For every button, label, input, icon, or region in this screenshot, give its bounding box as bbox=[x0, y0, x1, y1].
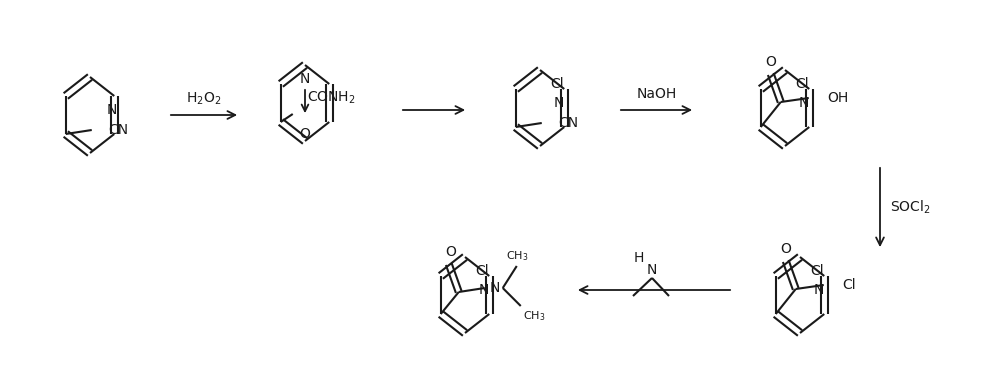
Text: CN: CN bbox=[108, 123, 128, 137]
Text: CH$_3$: CH$_3$ bbox=[523, 309, 545, 323]
Text: N: N bbox=[300, 72, 310, 86]
Text: O: O bbox=[445, 245, 456, 259]
Text: Cl: Cl bbox=[810, 264, 824, 278]
Text: N: N bbox=[107, 103, 117, 117]
Text: N: N bbox=[554, 96, 564, 110]
Text: CONH$_2$: CONH$_2$ bbox=[307, 90, 355, 106]
Text: Cl: Cl bbox=[842, 278, 855, 292]
Text: N: N bbox=[479, 283, 489, 297]
Text: SOCl$_2$: SOCl$_2$ bbox=[890, 199, 931, 216]
Text: N: N bbox=[490, 281, 500, 295]
Text: O: O bbox=[300, 127, 310, 141]
Text: Cl: Cl bbox=[795, 77, 809, 91]
Text: H$_2$O$_2$: H$_2$O$_2$ bbox=[186, 91, 222, 107]
Text: Cl: Cl bbox=[550, 77, 564, 91]
Text: N: N bbox=[799, 96, 809, 110]
Text: NaOH: NaOH bbox=[636, 87, 677, 101]
Text: O: O bbox=[765, 55, 776, 69]
Text: OH: OH bbox=[827, 91, 848, 105]
Text: CH$_3$: CH$_3$ bbox=[506, 249, 528, 263]
Text: H: H bbox=[634, 251, 644, 265]
Text: CN: CN bbox=[558, 116, 578, 130]
Text: O: O bbox=[780, 242, 791, 256]
Text: N: N bbox=[814, 283, 824, 297]
Text: N: N bbox=[647, 263, 657, 277]
Text: Cl: Cl bbox=[475, 264, 489, 278]
